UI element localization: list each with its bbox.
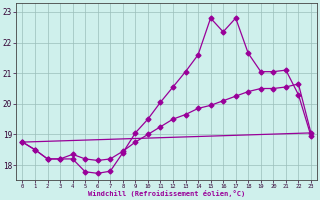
X-axis label: Windchill (Refroidissement éolien,°C): Windchill (Refroidissement éolien,°C) [88,190,245,197]
